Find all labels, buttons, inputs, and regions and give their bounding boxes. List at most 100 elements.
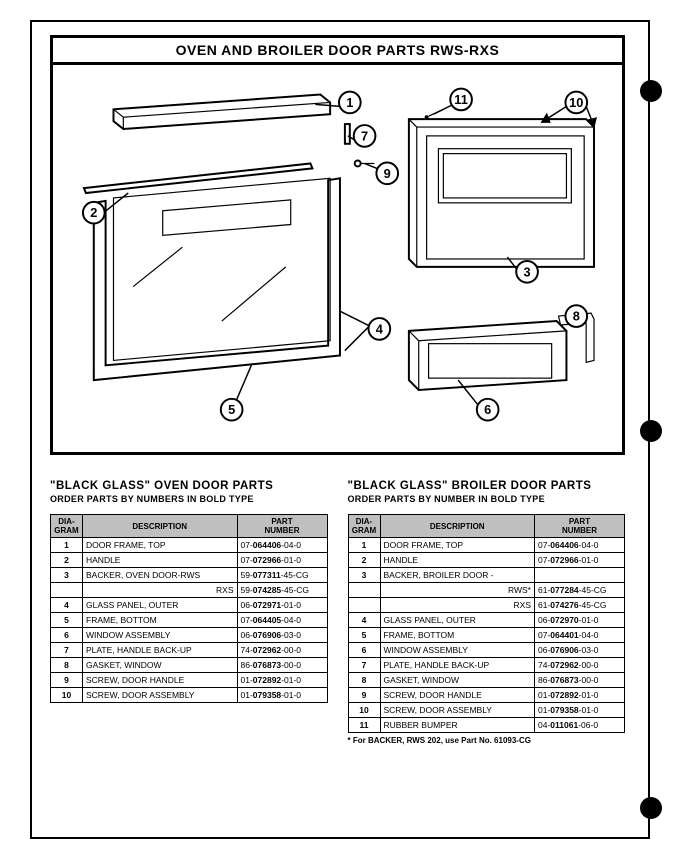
part-description: HANDLE (83, 553, 238, 568)
table-row: RXS59-074285-45-CG (51, 583, 328, 598)
callout-label-9: 9 (384, 166, 391, 181)
diagram-box: OVEN AND BROILER DOOR PARTS RWS-RXS (50, 35, 625, 455)
part-description: RWS* (380, 583, 535, 598)
diagram-number: 6 (51, 628, 83, 643)
table-row: RXS61-074276-45-CG (348, 598, 625, 613)
diagram-number: 11 (348, 718, 380, 733)
table-row: 1DOOR FRAME, TOP07-064406-04-0 (348, 538, 625, 553)
part-description: SCREW, DOOR ASSEMBLY (83, 688, 238, 703)
diagram-number: 8 (348, 673, 380, 688)
part-number: 04-011061-06-0 (535, 718, 625, 733)
table-row: 11RUBBER BUMPER04-011061-06-0 (348, 718, 625, 733)
part-description: GASKET, WINDOW (83, 658, 238, 673)
diagram-number: 9 (51, 673, 83, 688)
part-handle (84, 163, 312, 193)
oven-parts-table: DIA-GRAMDESCRIPTIONPARTNUMBER 1DOOR FRAM… (50, 514, 328, 703)
table-header: PARTNUMBER (237, 515, 327, 538)
part-number: 07-064406-04-0 (237, 538, 327, 553)
diagram-number: 4 (348, 613, 380, 628)
part-description: WINDOW ASSEMBLY (83, 628, 238, 643)
part-number: 06-076906-03-0 (535, 643, 625, 658)
table-row: 10SCREW, DOOR ASSEMBLY01-079358-01-0 (348, 703, 625, 718)
callout-label-1: 1 (346, 95, 353, 110)
part-plate (345, 124, 350, 144)
table-row: 7PLATE, HANDLE BACK-UP74-072962-00-0 (51, 643, 328, 658)
broiler-table-col: "BLACK GLASS" BROILER DOOR PARTS ORDER P… (348, 480, 626, 745)
diagram-number: 6 (348, 643, 380, 658)
table-row: 3BACKER, BROILER DOOR - (348, 568, 625, 583)
part-description: WINDOW ASSEMBLY (380, 643, 535, 658)
callout-label-3: 3 (523, 264, 530, 279)
diagram-number: 8 (51, 658, 83, 673)
table-row: 9SCREW, DOOR HANDLE01-072892-01-0 (348, 688, 625, 703)
part-description: PLATE, HANDLE BACK-UP (380, 658, 535, 673)
broiler-table-title: "BLACK GLASS" BROILER DOOR PARTS (348, 480, 626, 492)
part-oven-backer (409, 119, 594, 267)
part-description: GASKET, WINDOW (380, 673, 535, 688)
diagram-number: 5 (348, 628, 380, 643)
broiler-parts-table: DIA-GRAMDESCRIPTIONPARTNUMBER 1DOOR FRAM… (348, 514, 626, 733)
diagram-number: 7 (348, 658, 380, 673)
part-description: SCREW, DOOR HANDLE (83, 673, 238, 688)
part-number: 01-079358-01-0 (535, 703, 625, 718)
broiler-table-subtitle: ORDER PARTS BY NUMBER IN BOLD TYPE (348, 494, 626, 504)
part-number: 07-064406-04-0 (535, 538, 625, 553)
callout-label-7: 7 (361, 128, 368, 143)
part-number: 59-074285-45-CG (237, 583, 327, 598)
part-number: 61-077284-45-CG (535, 583, 625, 598)
callout-label-6: 6 (484, 402, 491, 417)
part-number: 74-072962-00-0 (237, 643, 327, 658)
part-number: 06-072970-01-0 (535, 613, 625, 628)
diagram-number: 7 (51, 643, 83, 658)
part-number: 59-077311-45-CG (237, 568, 327, 583)
diagram-number: 1 (51, 538, 83, 553)
table-row: 8GASKET, WINDOW86-076873-00-0 (348, 673, 625, 688)
callout-label-10: 10 (569, 95, 583, 110)
callout-label-2: 2 (90, 205, 97, 220)
table-row: 7PLATE, HANDLE BACK-UP74-072962-00-0 (348, 658, 625, 673)
table-header: DESCRIPTION (83, 515, 238, 538)
part-number: 86-076873-00-0 (237, 658, 327, 673)
callout-label-11: 11 (454, 92, 468, 107)
table-row: 9SCREW, DOOR HANDLE01-072892-01-0 (51, 673, 328, 688)
part-number: 07-072966-01-0 (535, 553, 625, 568)
diagram-number: 2 (51, 553, 83, 568)
table-row: 1DOOR FRAME, TOP07-064406-04-0 (51, 538, 328, 553)
diagram-number (348, 598, 380, 613)
part-number: 07-064401-04-0 (535, 628, 625, 643)
table-row: 6WINDOW ASSEMBLY06-076906-03-0 (348, 643, 625, 658)
table-row: 2HANDLE07-072966-01-0 (51, 553, 328, 568)
table-row: 5FRAME, BOTTOM07-064405-04-0 (51, 613, 328, 628)
part-description: DOOR FRAME, TOP (83, 538, 238, 553)
broiler-footnote: * For BACKER, RWS 202, use Part No. 6109… (348, 736, 626, 745)
table-header: DIA-GRAM (348, 515, 380, 538)
part-description: SCREW, DOOR HANDLE (380, 688, 535, 703)
callout-label-4: 4 (376, 321, 384, 336)
part-description: RUBBER BUMPER (380, 718, 535, 733)
table-row: 3BACKER, OVEN DOOR-RWS59-077311-45-CG (51, 568, 328, 583)
part-broiler-window (409, 321, 567, 390)
diagram-title: OVEN AND BROILER DOOR PARTS RWS-RXS (53, 38, 622, 65)
table-row: 8GASKET, WINDOW86-076873-00-0 (51, 658, 328, 673)
punch-hole (640, 80, 662, 102)
part-description: FRAME, BOTTOM (83, 613, 238, 628)
diagram-number: 1 (348, 538, 380, 553)
diagram-number: 4 (51, 598, 83, 613)
part-description: DOOR FRAME, TOP (380, 538, 535, 553)
part-description: BACKER, OVEN DOOR-RWS (83, 568, 238, 583)
part-description: FRAME, BOTTOM (380, 628, 535, 643)
part-description: RXS (380, 598, 535, 613)
part-number: 07-072966-01-0 (237, 553, 327, 568)
part-description: SCREW, DOOR ASSEMBLY (380, 703, 535, 718)
diagram-number (51, 583, 83, 598)
diagram-number: 2 (348, 553, 380, 568)
part-description: BACKER, BROILER DOOR - (380, 568, 535, 583)
diagram-number: 10 (51, 688, 83, 703)
part-number: 86-076873-00-0 (535, 673, 625, 688)
table-row: 5FRAME, BOTTOM07-064401-04-0 (348, 628, 625, 643)
diagram-number: 9 (348, 688, 380, 703)
part-description: GLASS PANEL, OUTER (83, 598, 238, 613)
table-header: DESCRIPTION (380, 515, 535, 538)
oven-table-title: "BLACK GLASS" OVEN DOOR PARTS (50, 480, 328, 492)
diagram-number (348, 583, 380, 598)
